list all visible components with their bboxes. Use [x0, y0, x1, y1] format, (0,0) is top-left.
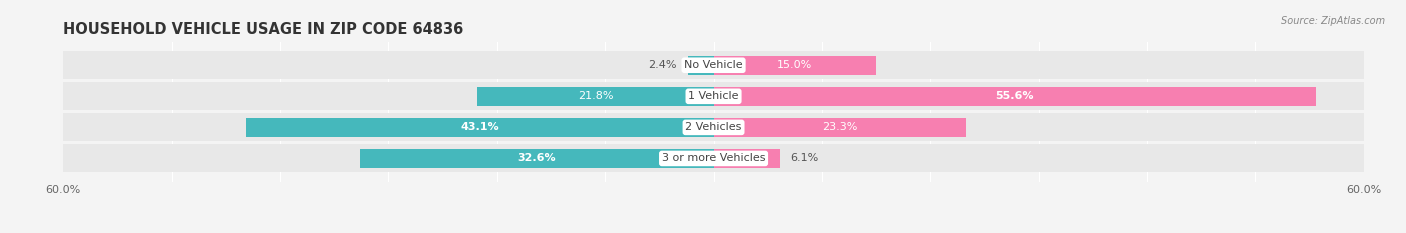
Text: No Vehicle: No Vehicle: [685, 60, 742, 70]
Bar: [477, 87, 713, 106]
Bar: [63, 82, 713, 110]
Bar: [713, 113, 1364, 141]
Text: 23.3%: 23.3%: [823, 122, 858, 132]
Bar: [63, 113, 713, 141]
Bar: [360, 149, 713, 168]
Bar: [688, 56, 713, 75]
Text: 15.0%: 15.0%: [778, 60, 813, 70]
Bar: [246, 118, 713, 137]
Text: 3 or more Vehicles: 3 or more Vehicles: [662, 154, 765, 163]
Text: 32.6%: 32.6%: [517, 154, 557, 163]
Text: 55.6%: 55.6%: [995, 91, 1033, 101]
Text: 6.1%: 6.1%: [790, 154, 818, 163]
Text: 2 Vehicles: 2 Vehicles: [685, 122, 742, 132]
Text: 21.8%: 21.8%: [578, 91, 613, 101]
Bar: [713, 56, 876, 75]
Text: Source: ZipAtlas.com: Source: ZipAtlas.com: [1281, 16, 1385, 26]
Bar: [713, 144, 1364, 172]
Text: 1 Vehicle: 1 Vehicle: [689, 91, 738, 101]
Text: 43.1%: 43.1%: [461, 122, 499, 132]
Bar: [713, 87, 1316, 106]
Bar: [63, 144, 713, 172]
Bar: [713, 149, 780, 168]
Text: 2.4%: 2.4%: [648, 60, 676, 70]
Bar: [713, 118, 966, 137]
Bar: [63, 51, 713, 79]
Bar: [713, 51, 1364, 79]
Bar: [713, 82, 1364, 110]
Text: HOUSEHOLD VEHICLE USAGE IN ZIP CODE 64836: HOUSEHOLD VEHICLE USAGE IN ZIP CODE 6483…: [63, 22, 464, 37]
